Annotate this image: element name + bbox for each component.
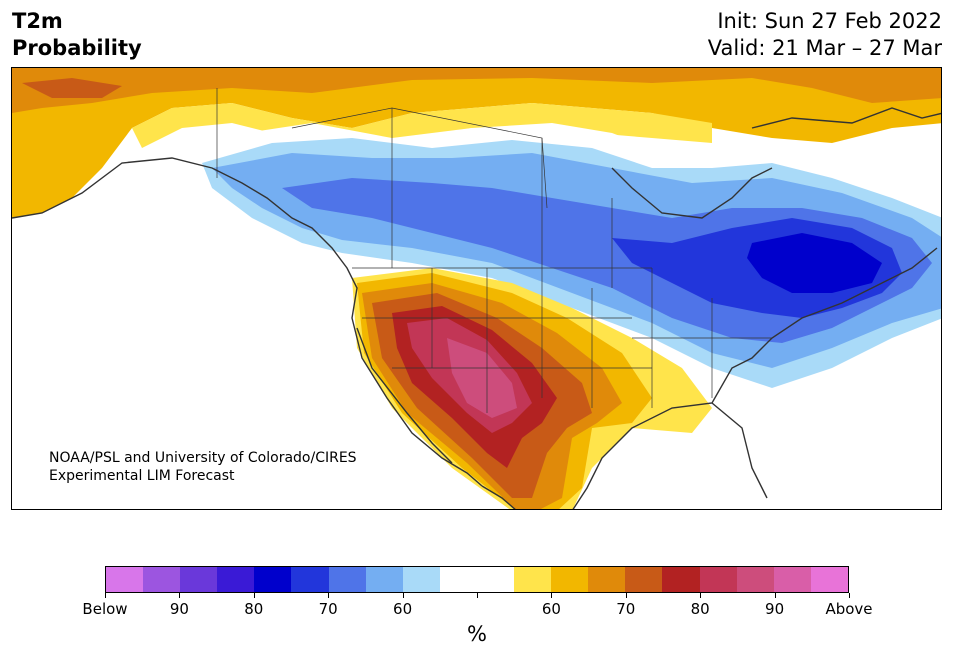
- colorbar-tick: [551, 593, 553, 598]
- forecast-map: [11, 67, 942, 510]
- credit-note: NOAA/PSL and University of Colorado/CIRE…: [49, 449, 357, 485]
- colorbar-cell: [773, 567, 811, 592]
- title-block: T2m Probability: [12, 8, 142, 62]
- arctic-orange-core: [12, 68, 941, 113]
- colorbar-cell: [180, 567, 218, 592]
- colorbar-label: 90: [169, 600, 189, 618]
- colorbar-tick: [402, 593, 404, 598]
- colorbar-cell: [217, 567, 255, 592]
- colorbar-cell: [514, 567, 552, 592]
- variable-title: T2m: [12, 9, 63, 33]
- valid-range: Valid: 21 Mar – 27 Mar: [707, 36, 942, 60]
- colorbar-cell: [625, 567, 663, 592]
- colorbar-label: 60: [541, 600, 561, 618]
- colorbar-cell: [736, 567, 774, 592]
- colorbar-cell: [476, 567, 515, 592]
- colorbar-label: 70: [318, 600, 338, 618]
- map-svg: [12, 68, 941, 509]
- colorbar: [105, 566, 849, 593]
- colorbar-label: 70: [616, 600, 636, 618]
- colorbar-cell: [328, 567, 366, 592]
- variable-subtitle: Probability: [12, 36, 142, 60]
- cold-strong-region: [747, 233, 882, 293]
- arctic-yellow-fringe: [132, 103, 712, 148]
- colorbar-label: 80: [690, 600, 710, 618]
- colorbar-label: 90: [765, 600, 785, 618]
- colorbar-cell: [588, 567, 626, 592]
- colorbar-cell: [291, 567, 329, 592]
- credit-line-2: Experimental LIM Forecast: [49, 468, 235, 484]
- credit-line-1: NOAA/PSL and University of Colorado/CIRE…: [49, 450, 357, 466]
- colorbar-tick: [105, 593, 106, 598]
- colorbar-tick: [477, 593, 478, 598]
- colorbar-cell: [439, 567, 477, 592]
- colorbar-cell: [810, 567, 848, 592]
- colorbar-tick: [179, 593, 181, 598]
- colorbar-cell: [402, 567, 440, 592]
- colorbar-label: Above: [825, 600, 873, 618]
- colorbar-cell: [699, 567, 737, 592]
- colorbar-tick: [328, 593, 330, 598]
- colorbar-tick: [774, 593, 776, 598]
- colorbar-unit: %: [467, 622, 487, 646]
- date-block: Init: Sun 27 Feb 2022 Valid: 21 Mar – 27…: [708, 8, 942, 62]
- colorbar-tick: [700, 593, 702, 598]
- colorbar-label: 60: [393, 600, 413, 618]
- colorbar-cell: [662, 567, 700, 592]
- colorbar-cell: [551, 567, 589, 592]
- colorbar-tick: [625, 593, 627, 598]
- colorbar-label: 80: [244, 600, 264, 618]
- arctic-red-spot: [22, 78, 122, 98]
- init-date: Init: Sun 27 Feb 2022: [717, 9, 942, 33]
- coastlines: [12, 107, 941, 509]
- colorbar-cell: [106, 567, 144, 592]
- neutral-region-north: [212, 123, 672, 178]
- colorbar-tick: [849, 593, 850, 598]
- colorbar-cell: [143, 567, 181, 592]
- colorbar-label: Below: [82, 600, 128, 618]
- extreme-hot-region: [447, 338, 517, 418]
- political-borders: [216, 88, 772, 413]
- arctic-warm-region: [12, 68, 941, 218]
- colorbar-tick: [253, 593, 255, 598]
- colorbar-cell: [365, 567, 403, 592]
- colorbar-cell: [254, 567, 292, 592]
